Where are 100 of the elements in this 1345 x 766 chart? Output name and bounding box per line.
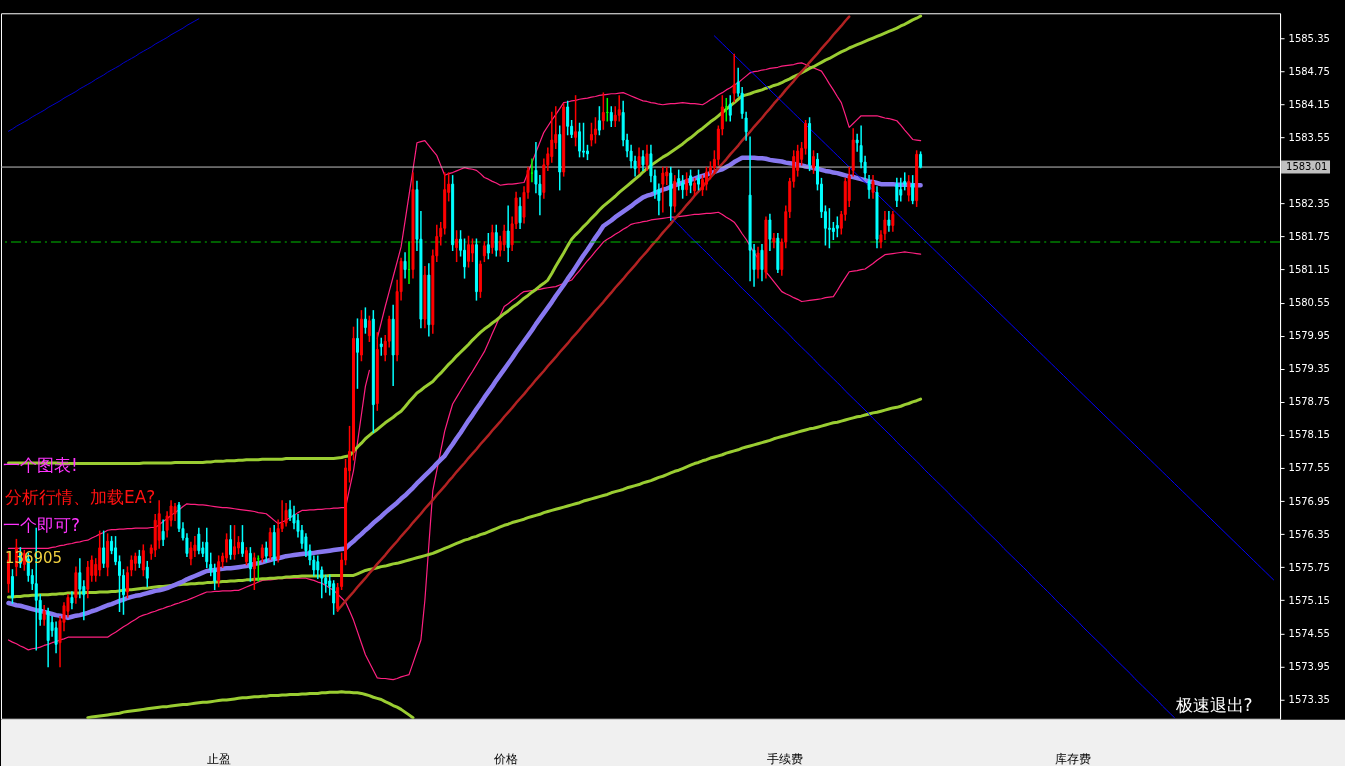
candlestick <box>233 525 237 560</box>
candlestick <box>812 150 816 174</box>
candlestick <box>256 555 260 582</box>
y-tick-label: 1573.35 <box>1288 693 1330 705</box>
candlestick <box>129 555 133 577</box>
candlestick <box>355 318 359 389</box>
line-series <box>336 15 851 612</box>
candlestick <box>617 95 621 122</box>
candlestick <box>467 235 471 268</box>
candlestick <box>895 177 899 207</box>
candlestick <box>827 208 831 249</box>
candlestick <box>502 224 506 252</box>
candlestick <box>42 605 46 626</box>
y-tick-label: 1584.75 <box>1288 65 1330 77</box>
candlestick <box>367 315 371 342</box>
candlestick <box>268 527 272 560</box>
candlestick <box>197 527 201 555</box>
candlestick <box>907 175 911 202</box>
y-tick-label: 1581.75 <box>1288 230 1330 242</box>
y-tick-label: 1581.15 <box>1288 264 1330 276</box>
candlestick <box>463 238 467 279</box>
y-tick-label: 1573.95 <box>1288 660 1330 672</box>
candlestick <box>470 238 474 263</box>
candlestick <box>530 158 534 183</box>
line-series <box>86 690 415 719</box>
candlestick <box>217 555 221 588</box>
candlestick <box>403 252 407 279</box>
candlestick <box>645 144 649 172</box>
candlestick <box>756 246 760 279</box>
candlestick <box>225 533 229 563</box>
candlestick <box>887 210 891 232</box>
candlestick <box>252 552 256 590</box>
candlestick <box>482 241 486 263</box>
candlestick <box>677 169 681 191</box>
text: 库存费 <box>1055 751 1092 766</box>
candlestick <box>585 144 589 161</box>
candlestick <box>601 92 605 130</box>
y-tick-label: 1576.35 <box>1288 528 1330 540</box>
candlestick <box>891 210 895 232</box>
candlestick <box>911 175 915 205</box>
candlestick <box>336 582 340 613</box>
candlestick <box>867 175 871 199</box>
y-tick-label: 1575.15 <box>1288 594 1330 606</box>
y-tick-label: 1574.55 <box>1288 627 1330 639</box>
y-tick-label: 1578.15 <box>1288 429 1330 441</box>
candlestick <box>732 53 736 103</box>
candlestick <box>316 555 320 579</box>
candlestick <box>724 97 728 122</box>
candlestick <box>86 560 90 599</box>
candlestick <box>768 213 772 252</box>
candlestick <box>125 566 129 599</box>
candlestick <box>661 166 665 213</box>
candlestick <box>685 172 689 196</box>
candlestick <box>213 563 217 590</box>
candlestick <box>494 224 498 257</box>
candlestick <box>609 106 613 128</box>
candlestick <box>161 519 165 546</box>
line-series <box>670 216 1175 719</box>
candlestick <box>728 95 732 122</box>
line-series <box>7 18 200 132</box>
line-series <box>713 35 1275 581</box>
candlestick <box>681 175 685 199</box>
candlestick <box>871 175 875 199</box>
text: 止盈 <box>206 751 231 766</box>
y-tick-label: 1576.95 <box>1288 495 1330 507</box>
candlestick <box>689 169 693 194</box>
candlestick <box>637 147 641 174</box>
candlestick <box>240 525 244 557</box>
y-tick-label: 1580.55 <box>1288 297 1330 309</box>
candlestick <box>574 95 578 147</box>
candlestick <box>490 224 494 254</box>
y-tick-label: 1584.15 <box>1288 98 1330 110</box>
candlestick <box>486 232 490 260</box>
candlestick <box>566 100 570 136</box>
candlestick <box>236 536 240 555</box>
candlestick <box>98 530 102 577</box>
candlestick <box>248 547 252 582</box>
candlestick <box>102 530 106 568</box>
y-tick-label: 1575.75 <box>1288 561 1330 573</box>
candlestick <box>760 244 764 282</box>
y-tick-label: 1579.35 <box>1288 363 1330 375</box>
annotation: 极速退出? <box>1174 694 1253 715</box>
y-tick-label: 1582.35 <box>1288 197 1330 209</box>
candlestick <box>697 169 701 191</box>
candlestick <box>332 580 336 615</box>
candlestick <box>363 307 367 334</box>
candlestick <box>641 150 645 172</box>
y-tick-label: 1578.75 <box>1288 396 1330 408</box>
candlestick <box>141 544 145 577</box>
candlestick <box>10 569 14 604</box>
candlestick <box>899 177 903 202</box>
text: 手续费 <box>767 751 804 766</box>
y-tick-label: 1583.55 <box>1288 131 1330 143</box>
candlestick <box>835 216 839 238</box>
candlestick <box>589 122 593 147</box>
candlestick <box>578 122 582 158</box>
candlestick <box>593 117 597 144</box>
candlestick <box>597 106 601 136</box>
candlestick <box>704 166 708 191</box>
candlestick <box>455 230 459 263</box>
